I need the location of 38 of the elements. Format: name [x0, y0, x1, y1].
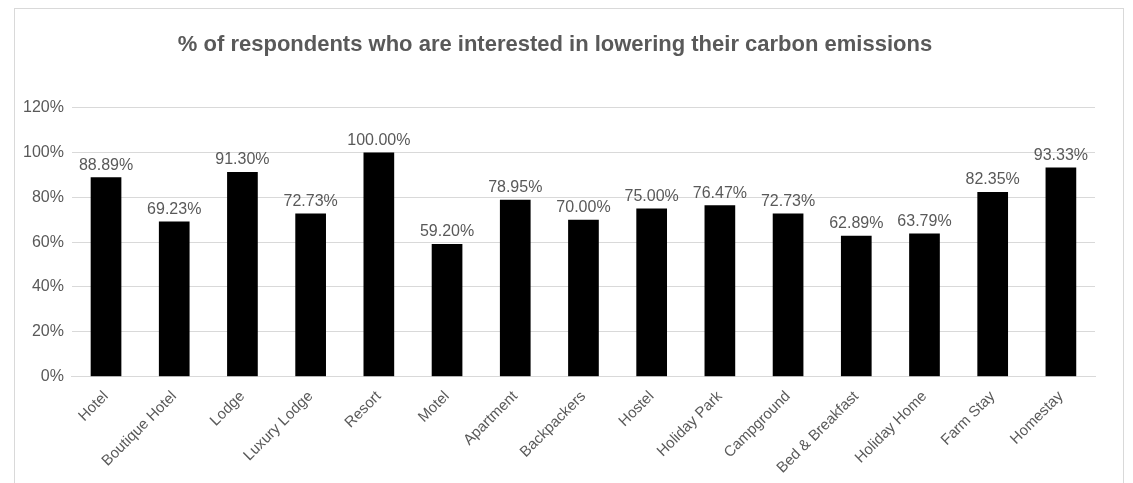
bar — [636, 208, 668, 377]
bar — [227, 171, 258, 377]
data-label: 76.47% — [692, 183, 747, 201]
bar — [977, 192, 1009, 377]
bar — [363, 152, 395, 377]
data-label: 70.00% — [556, 198, 611, 216]
y-tick-label: 80% — [31, 187, 64, 205]
data-label: 75.00% — [624, 186, 679, 204]
y-tick-label: 120% — [23, 98, 64, 116]
y-tick-label: 60% — [31, 232, 64, 250]
bar — [568, 219, 599, 377]
data-label: 100.00% — [347, 130, 411, 148]
bar — [772, 213, 804, 377]
bar — [158, 221, 190, 377]
bar — [295, 213, 326, 377]
bar — [704, 205, 736, 377]
y-tick-label: 40% — [31, 277, 64, 295]
data-label: 78.95% — [488, 178, 543, 196]
bar — [431, 243, 463, 377]
bar — [909, 233, 940, 377]
y-tick-label: 20% — [31, 322, 64, 340]
data-label: 88.89% — [78, 155, 134, 173]
data-label: 69.23% — [147, 199, 202, 217]
data-label: 62.89% — [829, 214, 884, 232]
data-label: 72.73% — [283, 191, 338, 209]
data-label: 82.35% — [965, 170, 1020, 188]
y-tick-label: 100% — [23, 142, 64, 160]
data-label: 93.33% — [1033, 145, 1089, 163]
data-label: 59.20% — [419, 222, 475, 240]
data-label: 91.30% — [215, 150, 270, 168]
data-label: 72.73% — [760, 191, 816, 209]
bar — [90, 177, 122, 377]
y-tick-label: 0% — [40, 367, 64, 385]
bar — [840, 235, 872, 377]
bar — [499, 199, 531, 377]
bar — [1045, 167, 1077, 377]
data-label: 63.79% — [897, 212, 952, 230]
chart-title: % of respondents who are interested in lowering their carbon emissions — [176, 30, 934, 58]
